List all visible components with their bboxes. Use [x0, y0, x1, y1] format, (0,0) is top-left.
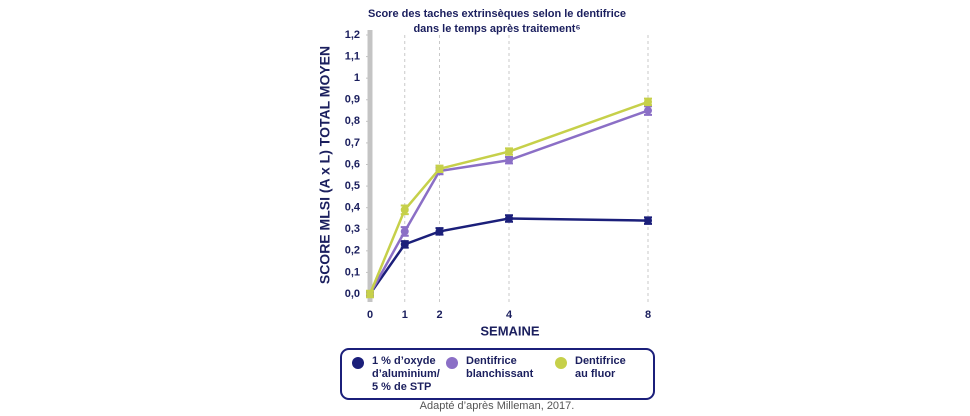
- legend-item: Dentifrice au fluor: [555, 355, 626, 381]
- y-tick-label: 0,3: [345, 223, 360, 235]
- y-tick-label: 1: [354, 72, 360, 84]
- y-tick-label: 0,2: [345, 245, 360, 257]
- data-point: [400, 205, 409, 214]
- legend-label: Dentifrice blanchissant: [466, 355, 534, 380]
- data-point: [435, 227, 444, 236]
- y-tick-label: 1,1: [345, 50, 360, 62]
- x-tick-label: 8: [645, 309, 651, 321]
- x-tick-label: 4: [506, 309, 513, 321]
- y-tick-label: 0,6: [345, 158, 360, 170]
- y-tick-label: 0,8: [345, 115, 360, 127]
- x-axis-label: SEMAINE: [480, 323, 540, 338]
- data-point: [505, 214, 513, 223]
- data-point: [366, 290, 374, 298]
- legend-marker: [555, 357, 567, 369]
- data-point: [644, 216, 652, 225]
- y-tick-label: 0,4: [345, 202, 361, 214]
- data-point: [644, 106, 652, 115]
- legend-item: Dentifrice blanchissant: [446, 355, 533, 381]
- chart-title: dans le temps après traitement⁶: [413, 23, 580, 35]
- data-point: [400, 227, 409, 236]
- legend-label: 1 % d’oxyde d’aluminium/ 5 % de STP: [372, 355, 440, 393]
- y-tick-label: 1,2: [345, 29, 360, 41]
- legend-item: 1 % d’oxyde d’aluminium/ 5 % de STP: [352, 355, 440, 394]
- x-tick-label: 2: [436, 309, 442, 321]
- data-point: [505, 147, 513, 156]
- legend-label: Dentifrice au fluor: [575, 355, 626, 380]
- data-point: [400, 240, 409, 249]
- y-tick-label: 0,5: [345, 180, 360, 192]
- data-point: [505, 156, 513, 165]
- legend: 1 % d’oxyde d’aluminium/ 5 % de STP Denti…: [340, 348, 655, 400]
- y-tick-label: 0,1: [345, 266, 360, 278]
- chart-title: Score des taches extrinsèques selon le d…: [368, 8, 626, 20]
- y-axis-label: SCORE MLSI (A x L) TOTAL MOYEN: [317, 46, 333, 284]
- x-tick-label: 0: [367, 309, 373, 321]
- footnote: Adapté d’après Milleman, 2017.: [420, 400, 575, 412]
- x-tick-label: 1: [402, 309, 408, 321]
- data-point: [435, 164, 444, 173]
- y-tick-label: 0,7: [345, 137, 360, 149]
- y-tick-label: 0,9: [345, 94, 360, 106]
- legend-marker: [352, 357, 364, 369]
- y-tick-label: 0,0: [345, 288, 360, 300]
- data-point: [644, 97, 652, 106]
- legend-marker: [446, 357, 458, 369]
